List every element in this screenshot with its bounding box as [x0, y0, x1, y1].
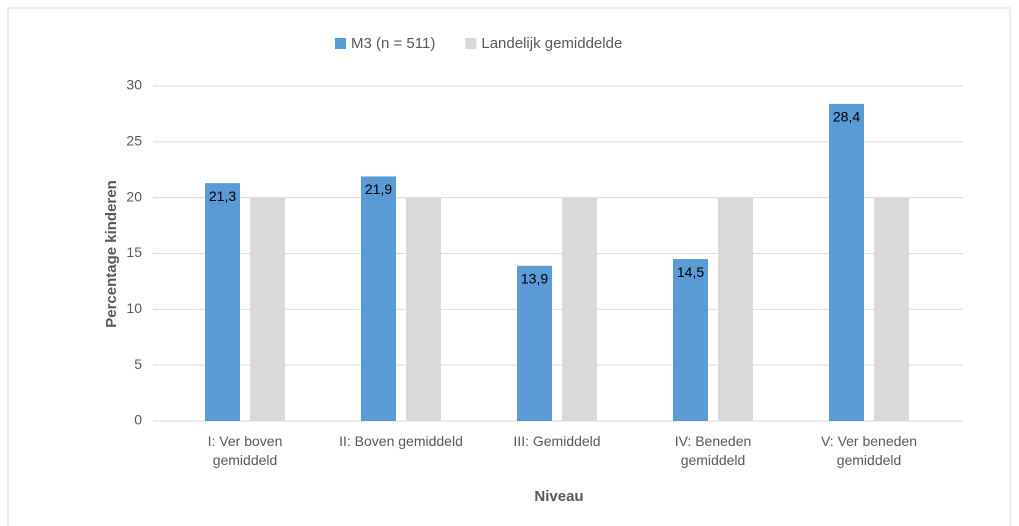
legend-label: Landelijk gemiddelde: [481, 35, 622, 52]
y-tick-label: 5: [134, 356, 142, 372]
data-label: 21,9: [365, 181, 392, 197]
bar: [250, 197, 285, 421]
bar: [517, 265, 552, 421]
bar: [205, 183, 240, 421]
legend-swatch: [465, 38, 477, 49]
data-label: 21,3: [209, 188, 236, 204]
x-tick-label: II: Boven gemiddeld: [339, 433, 463, 449]
bar: [361, 176, 396, 421]
bar: [718, 197, 753, 421]
chart-border: [7, 7, 1011, 526]
bar: [562, 197, 597, 421]
y-tick-label: 25: [126, 133, 142, 149]
bar: [673, 259, 708, 421]
legend-swatch: [335, 38, 346, 49]
y-axis-label: Percentage kinderen: [103, 180, 120, 328]
bar: [406, 197, 441, 421]
y-tick-label: 10: [126, 300, 142, 316]
x-tick-label: III: Gemiddeld: [513, 433, 601, 449]
y-tick-label: 20: [126, 188, 142, 204]
bar: [874, 197, 909, 421]
legend-label: M3 (n = 511): [351, 35, 435, 52]
x-tick-label: IV: Beneden gemiddeld: [674, 433, 752, 468]
x-axis-label: Niveau: [534, 488, 583, 505]
x-tick-label: V: Ver beneden gemiddeld: [820, 433, 917, 468]
y-tick-label: 0: [134, 412, 142, 428]
data-label: 14,5: [677, 264, 704, 280]
x-tick-label: I: Ver boven gemiddeld: [207, 433, 283, 468]
y-tick-label: 30: [126, 77, 142, 93]
data-label: 28,4: [833, 109, 860, 125]
y-tick-label: 15: [126, 244, 142, 260]
data-label: 13,9: [521, 270, 548, 286]
bar: [829, 103, 864, 421]
